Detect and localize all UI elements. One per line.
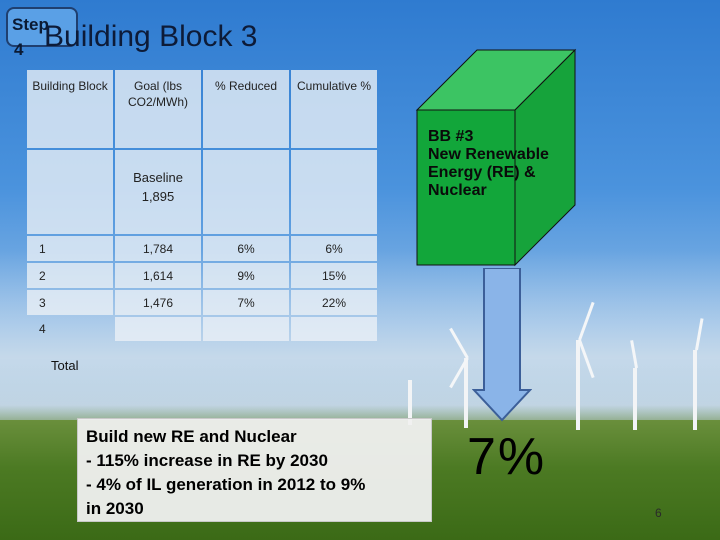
description-box: Build new RE and Nuclear - 115% increase… — [77, 418, 432, 522]
cube-graphic — [415, 48, 577, 267]
row-cumulative — [291, 317, 377, 341]
wind-turbine — [680, 310, 710, 430]
row-goal — [115, 317, 201, 341]
baseline-cumulative-cell — [291, 150, 377, 234]
baseline-reduced-cell — [203, 150, 289, 234]
row-block: 3 — [27, 290, 113, 315]
table-row: 4 — [27, 317, 377, 341]
description-line: - 4% of IL generation in 2012 to 9% — [86, 475, 366, 494]
cube-label-line: BB #3 — [428, 128, 474, 145]
row-goal: 1,476 — [115, 290, 201, 315]
header-reduced: % Reduced — [203, 70, 289, 148]
baseline-block-cell — [27, 150, 113, 234]
row-cumulative: 15% — [291, 263, 377, 288]
baseline-row: Baseline 1,895 — [27, 150, 377, 234]
wind-turbine — [558, 300, 598, 430]
page-title: Building Block 3 — [44, 20, 258, 53]
header-goal: Goal (lbs CO2/MWh) — [115, 70, 201, 148]
baseline-label: Baseline — [133, 170, 183, 185]
step-badge-number: 4 — [14, 40, 24, 59]
down-arrow-icon — [471, 267, 533, 423]
description-line: in 2030 — [86, 499, 144, 518]
total-label: Total — [51, 358, 79, 373]
reduction-table: Building Block Goal (lbs CO2/MWh) % Redu… — [25, 68, 379, 343]
row-block: 1 — [27, 236, 113, 261]
description-line: - 115% increase in RE by 2030 — [86, 451, 328, 470]
header-building-block: Building Block — [27, 70, 113, 148]
slide-number: 6 — [655, 506, 662, 520]
row-block: 2 — [27, 263, 113, 288]
table-row: 3 1,476 7% 22% — [27, 290, 377, 315]
row-reduced: 9% — [203, 263, 289, 288]
cube-label-line: Nuclear — [428, 182, 487, 199]
result-percent: 7% — [467, 428, 547, 486]
row-cumulative: 22% — [291, 290, 377, 315]
description-line: Build new RE and Nuclear — [86, 427, 297, 446]
baseline-value: 1,895 — [141, 189, 175, 204]
row-goal: 1,614 — [115, 263, 201, 288]
building-block-cube — [407, 40, 607, 270]
step-badge — [6, 7, 78, 47]
table-row: 1 1,784 6% 6% — [27, 236, 377, 261]
baseline-cell: Baseline 1,895 — [115, 150, 201, 234]
row-cumulative: 6% — [291, 236, 377, 261]
header-cumulative: Cumulative % — [291, 70, 377, 148]
row-goal: 1,784 — [115, 236, 201, 261]
cube-label: BB #3 New Renewable Energy (RE) & Nuclea… — [428, 128, 549, 200]
row-reduced: 7% — [203, 290, 289, 315]
step-badge-label: Step — [12, 15, 49, 34]
wind-turbine — [620, 330, 650, 430]
row-reduced — [203, 317, 289, 341]
cube-label-line: Energy (RE) & — [428, 164, 536, 181]
table-header-row: Building Block Goal (lbs CO2/MWh) % Redu… — [27, 70, 377, 148]
cube-label-line: New Renewable — [428, 146, 549, 163]
wind-turbine — [446, 318, 486, 428]
row-reduced: 6% — [203, 236, 289, 261]
table-row: 2 1,614 9% 15% — [27, 263, 377, 288]
row-block: 4 — [39, 322, 46, 336]
wind-turbine — [400, 350, 420, 425]
